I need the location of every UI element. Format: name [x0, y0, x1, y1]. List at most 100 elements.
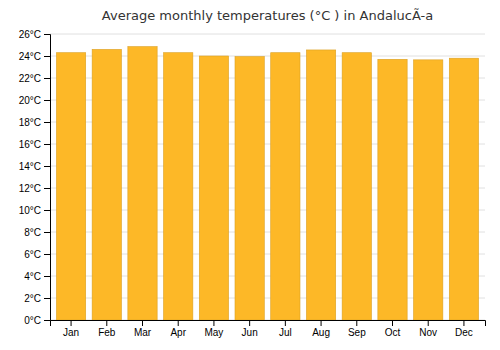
x-tick-label: Jun — [242, 327, 258, 338]
y-tick-label: 2°C — [24, 293, 41, 304]
y-tick: 16°C — [19, 139, 50, 150]
bars — [56, 47, 478, 320]
y-tick-mark — [44, 298, 50, 299]
x-tick: Feb — [98, 320, 116, 338]
x-tick-label: May — [204, 327, 223, 338]
bar — [306, 50, 335, 320]
x-tick: Mar — [134, 320, 152, 338]
y-tick-label: 22°C — [19, 73, 41, 84]
x-tick: Apr — [170, 320, 186, 338]
y-tick: 8°C — [24, 227, 50, 238]
y-tick: 22°C — [19, 73, 50, 84]
y-tick: 20°C — [19, 95, 50, 106]
y-tick-label: 26°C — [19, 29, 41, 40]
y-tick-label: 12°C — [19, 183, 41, 194]
y-tick-mark — [44, 188, 50, 189]
y-tick-mark — [44, 78, 50, 79]
x-tick-mark — [356, 320, 357, 326]
x-tick-label: Jul — [279, 327, 292, 338]
bar — [199, 56, 228, 320]
y-tick-label: 14°C — [19, 161, 41, 172]
x-tick-label: Feb — [98, 327, 116, 338]
y-tick: 26°C — [19, 29, 50, 40]
y-tick-mark — [44, 56, 50, 57]
x-axis-line — [51, 321, 486, 327]
y-axis: 0°C 2°C 4°C 6°C 8°C 10°C 12°C 14°C 16°C 18°C 20°C 2… — [19, 29, 51, 326]
x-tick: Dec — [455, 320, 473, 338]
y-tick-mark — [44, 232, 50, 233]
x-tick: Jul — [279, 320, 292, 338]
x-tick-mark — [142, 320, 143, 326]
x-tick: Jan — [63, 320, 79, 338]
y-tick-label: 0°C — [24, 315, 41, 326]
bar — [378, 59, 407, 320]
y-tick-label: 18°C — [19, 117, 41, 128]
plot: 0°C 2°C 4°C 6°C 8°C 10°C 12°C 14°C 16°C 18°C 20°C 2… — [19, 29, 486, 338]
x-tick-mark — [463, 320, 464, 326]
y-tick: 2°C — [24, 293, 50, 304]
x-tick-label: Sep — [348, 327, 366, 338]
bar — [414, 60, 443, 320]
bar — [342, 53, 371, 320]
y-tick-label: 6°C — [24, 249, 41, 260]
y-tick: 12°C — [19, 183, 50, 194]
chart: 0°C 2°C 4°C 6°C 8°C 10°C 12°C 14°C 16°C 18°C 20°C 2… — [0, 0, 500, 350]
x-tick: Nov — [419, 320, 437, 338]
x-tick: Aug — [312, 320, 330, 338]
x-tick-label: Apr — [170, 327, 186, 338]
x-tick: May — [204, 320, 223, 338]
x-tick-label: Jan — [63, 327, 79, 338]
grid-line — [50, 34, 485, 35]
y-tick: 24°C — [19, 51, 50, 62]
y-tick-mark — [44, 100, 50, 101]
y-tick: 4°C — [24, 271, 50, 282]
y-tick-label: 8°C — [24, 227, 41, 238]
x-tick-mark — [71, 320, 72, 326]
y-tick-mark — [44, 276, 50, 277]
grid — [50, 34, 485, 320]
x-tick-mark — [213, 320, 214, 326]
y-tick: 10°C — [19, 205, 50, 216]
y-tick-label: 10°C — [19, 205, 41, 216]
y-tick-label: 20°C — [19, 95, 41, 106]
y-axis-line — [44, 35, 51, 321]
y-tick-mark — [44, 34, 50, 35]
y-tick-label: 16°C — [19, 139, 41, 150]
bar — [92, 49, 121, 320]
x-tick-mark — [106, 320, 107, 326]
y-tick: 6°C — [24, 249, 50, 260]
y-tick-mark — [44, 144, 50, 145]
y-tick: 0°C — [24, 315, 50, 326]
y-tick-mark — [44, 210, 50, 211]
x-tick-label: Mar — [134, 327, 152, 338]
bar — [449, 58, 478, 320]
y-tick-mark — [44, 254, 50, 255]
y-tick-mark — [44, 122, 50, 123]
x-tick-mark — [249, 320, 250, 326]
title: Average monthly temperatures (°C ) in An… — [102, 8, 433, 23]
x-tick-mark — [428, 320, 429, 326]
bar — [56, 53, 85, 320]
bar — [128, 47, 157, 320]
x-axis: Jan Feb Mar Apr May Jun Jul Aug Sep Oct Nov Dec — [51, 320, 486, 338]
y-tick: 14°C — [19, 161, 50, 172]
x-tick-label: Oct — [385, 327, 401, 338]
y-tick-mark — [44, 320, 50, 321]
x-tick-mark — [392, 320, 393, 326]
x-tick-mark — [178, 320, 179, 326]
bar — [271, 53, 300, 320]
y-tick-label: 24°C — [19, 51, 41, 62]
x-tick-label: Dec — [455, 327, 473, 338]
y-tick-label: 4°C — [24, 271, 41, 282]
x-tick-label: Aug — [312, 327, 330, 338]
x-tick: Sep — [348, 320, 366, 338]
x-tick: Oct — [385, 320, 401, 338]
x-tick-mark — [321, 320, 322, 326]
bar — [235, 57, 264, 320]
y-tick-mark — [44, 166, 50, 167]
y-tick: 18°C — [19, 117, 50, 128]
x-tick-label: Nov — [419, 327, 437, 338]
bar — [164, 53, 193, 320]
x-tick: Jun — [242, 320, 258, 338]
x-tick-mark — [285, 320, 286, 326]
